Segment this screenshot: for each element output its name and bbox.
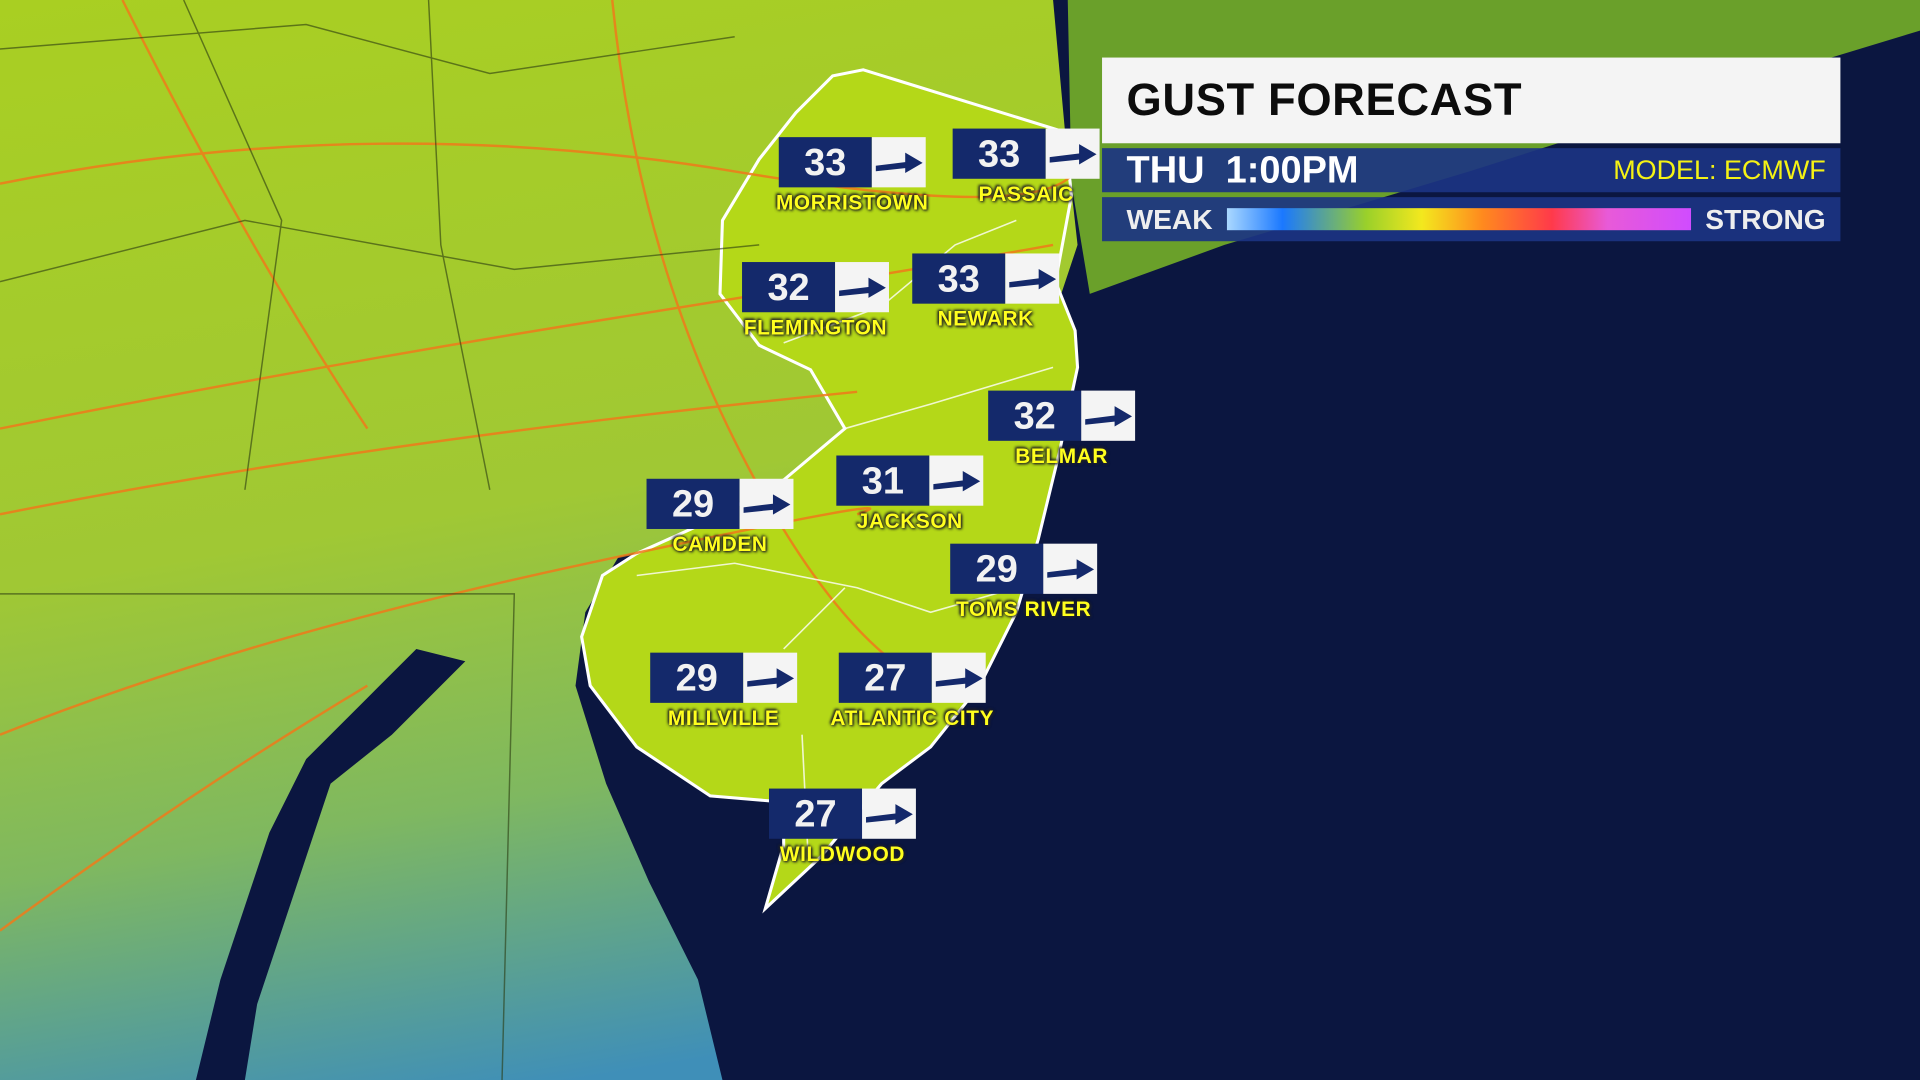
legend-color-bar bbox=[1227, 208, 1691, 231]
gust-marker: 29 CAMDEN bbox=[646, 478, 794, 556]
gust-marker: 33 PASSAIC bbox=[952, 128, 1100, 206]
county-borders bbox=[0, 0, 760, 1080]
arrow-right-icon bbox=[862, 788, 916, 839]
city-label: JACKSON bbox=[856, 509, 963, 533]
gust-value: 33 bbox=[912, 253, 1006, 304]
time-row: THU 1:00PM MODEL: ECMWF bbox=[1102, 148, 1841, 193]
arrow-right-icon bbox=[871, 137, 926, 188]
gust-marker: 32 FLEMINGTON bbox=[742, 262, 889, 339]
city-label: MILLVILLE bbox=[667, 706, 780, 730]
model-label: MODEL: ECMWF bbox=[1613, 154, 1826, 185]
arrow-right-icon bbox=[1045, 128, 1100, 179]
gust-value: 29 bbox=[646, 478, 740, 529]
gust-marker: 27 ATLANTIC CITY bbox=[830, 652, 993, 730]
arrow-right-icon bbox=[931, 652, 986, 703]
gust-value: 31 bbox=[836, 455, 930, 506]
gust-marker: 33 NEWARK bbox=[912, 253, 1060, 331]
arrow-right-icon bbox=[1081, 390, 1136, 441]
gust-value: 29 bbox=[950, 543, 1044, 594]
arrow-right-icon bbox=[1043, 543, 1098, 594]
arrow-right-icon bbox=[743, 652, 798, 703]
forecast-panel: GUST FORECAST THU 1:00PM MODEL: ECMWF WE… bbox=[1102, 57, 1841, 242]
city-label: WILDWOOD bbox=[779, 842, 906, 866]
gust-marker: 31 JACKSON bbox=[836, 455, 984, 533]
arrow-right-icon bbox=[739, 478, 794, 529]
arrow-right-icon bbox=[929, 455, 984, 506]
gust-value: 33 bbox=[952, 128, 1046, 179]
city-label: TOMS RIVER bbox=[956, 597, 1092, 621]
city-label: PASSAIC bbox=[978, 182, 1074, 206]
city-label: FLEMINGTON bbox=[743, 315, 888, 340]
panel-title: GUST FORECAST bbox=[1102, 57, 1841, 144]
city-label: MORRISTOWN bbox=[775, 191, 929, 215]
arrow-right-icon bbox=[1005, 253, 1060, 304]
gust-marker: 29 MILLVILLE bbox=[650, 652, 798, 730]
forecast-time: THU 1:00PM bbox=[1126, 148, 1359, 192]
gust-value: 33 bbox=[778, 137, 872, 188]
gust-value: 27 bbox=[838, 652, 932, 703]
gust-value: 29 bbox=[650, 652, 744, 703]
gust-marker: 32 BELMAR bbox=[988, 390, 1136, 468]
legend-high-label: STRONG bbox=[1705, 202, 1826, 235]
gust-marker: 33 MORRISTOWN bbox=[776, 137, 928, 214]
city-label: NEWARK bbox=[937, 307, 1034, 331]
gust-value: 32 bbox=[988, 390, 1082, 441]
chesapeake-bay bbox=[195, 648, 466, 1080]
city-label: ATLANTIC CITY bbox=[830, 706, 995, 730]
legend-low-label: WEAK bbox=[1126, 202, 1213, 235]
gust-value: 27 bbox=[768, 788, 863, 839]
arrow-right-icon bbox=[835, 262, 889, 313]
city-label: BELMAR bbox=[1015, 444, 1108, 468]
gust-value: 32 bbox=[742, 262, 836, 313]
gust-marker: 27 WILDWOOD bbox=[768, 788, 916, 866]
color-legend: WEAK STRONG bbox=[1102, 197, 1841, 242]
city-label: CAMDEN bbox=[672, 532, 768, 556]
gust-marker: 29 TOMS RIVER bbox=[950, 543, 1098, 621]
